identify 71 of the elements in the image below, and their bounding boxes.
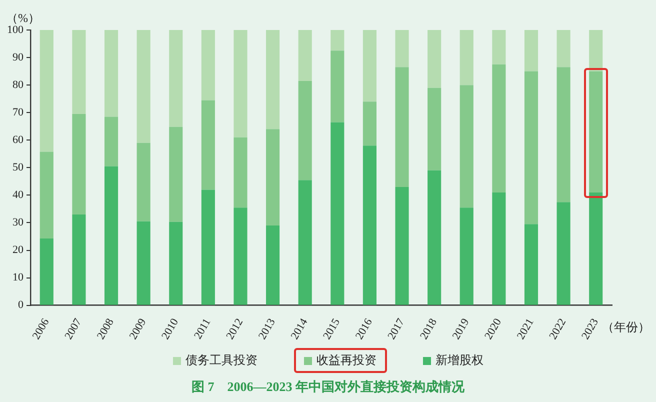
bar (104, 116, 118, 166)
bar (201, 100, 215, 190)
bar (460, 208, 474, 305)
bar (524, 224, 538, 305)
bar (104, 166, 118, 305)
bar (72, 114, 86, 214)
bar (395, 186, 409, 305)
bar (556, 202, 570, 305)
bar (298, 80, 312, 180)
bar (330, 50, 344, 122)
bar (40, 152, 54, 238)
bar (104, 30, 118, 117)
bar (40, 238, 54, 305)
bar (298, 30, 312, 81)
y-axis-title: （%） (6, 10, 40, 26)
bar (169, 222, 183, 305)
bar (169, 30, 183, 127)
y-tick-label: 50 (12, 162, 24, 174)
bar (460, 30, 474, 86)
bar (266, 30, 280, 130)
y-tick-label: 60 (12, 134, 24, 146)
bar (330, 122, 344, 305)
bar (298, 180, 312, 305)
bar (492, 192, 506, 305)
bar (266, 129, 280, 226)
bar (234, 30, 248, 138)
x-axis-title: （年份） (602, 319, 650, 336)
y-tick-label: 100 (7, 24, 24, 36)
y-tick-label: 40 (12, 189, 24, 202)
bar (330, 30, 344, 51)
bar (362, 102, 376, 146)
bar (589, 192, 603, 305)
y-tick-label: 70 (12, 106, 24, 118)
bar (40, 30, 54, 152)
legend-label: 新增股权 (436, 352, 484, 369)
y-tick-label: 10 (12, 272, 24, 284)
outline-frame: 收益再投资 (294, 348, 386, 373)
y-tick-label: 0 (18, 299, 24, 312)
bar (428, 170, 442, 305)
bar (395, 30, 409, 68)
bar (72, 214, 86, 305)
legend-label: 收益再投资 (316, 352, 376, 369)
bar (428, 30, 442, 88)
bar (556, 30, 570, 68)
y-tick-label: 80 (12, 78, 24, 91)
bar (395, 67, 409, 187)
y-tick-label: 90 (12, 51, 24, 64)
bar (556, 67, 570, 202)
bar (492, 30, 506, 64)
bar (460, 85, 474, 208)
bar (524, 30, 538, 72)
bar (201, 190, 215, 305)
legend-label: 债务工具投资 (186, 352, 258, 369)
bar (266, 225, 280, 305)
bar (72, 30, 86, 114)
bar (362, 146, 376, 305)
bar (201, 30, 215, 100)
bar (136, 221, 150, 305)
bar (362, 30, 376, 102)
bar (169, 126, 183, 222)
y-tick-label: 30 (12, 216, 24, 229)
bar (136, 142, 150, 222)
bar (136, 30, 150, 143)
bar (589, 30, 603, 72)
bar (492, 64, 506, 192)
text: 图 7 2006—2023 年中国对外直接投资构成情况 (190, 378, 466, 396)
bar (234, 208, 248, 305)
bar (428, 88, 442, 170)
bar (234, 137, 248, 208)
y-tick-label: 20 (12, 244, 24, 256)
bar (524, 71, 538, 224)
